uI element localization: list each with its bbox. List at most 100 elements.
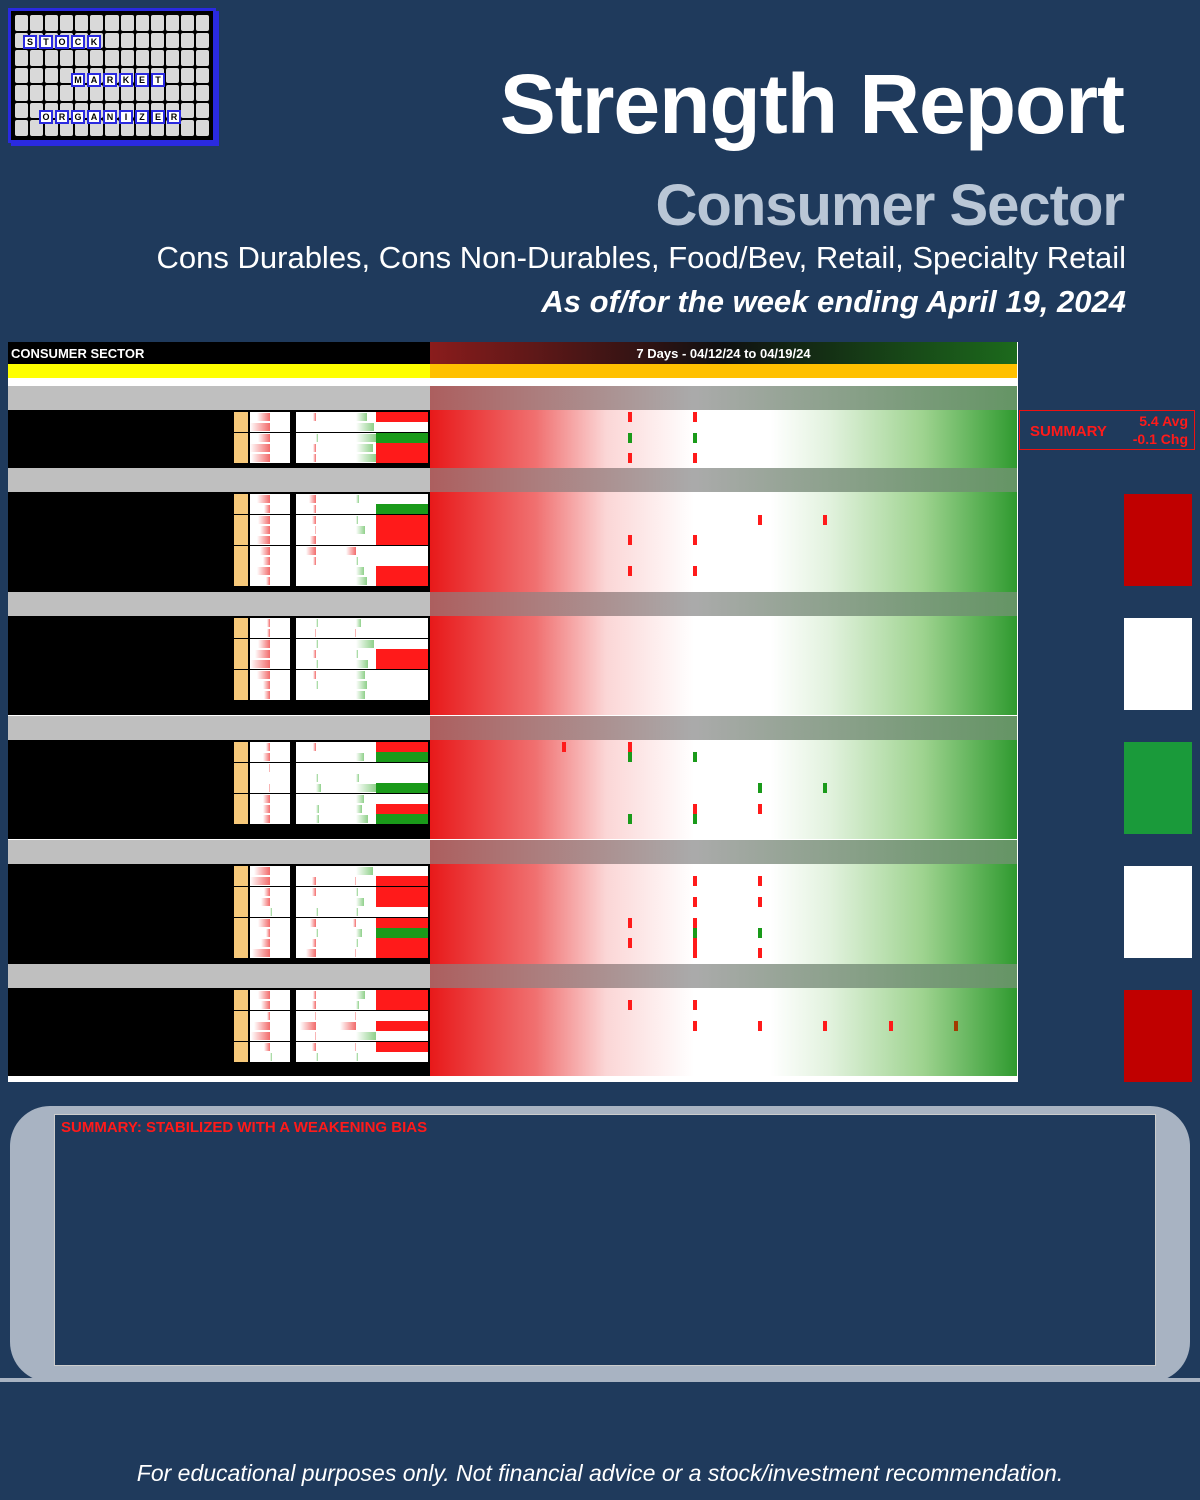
row-min xyxy=(250,1051,290,1062)
logo-grid-cell xyxy=(75,120,89,136)
value-bar xyxy=(356,887,358,896)
status-badge xyxy=(376,422,428,433)
value-bar xyxy=(356,1001,359,1010)
logo-grid-cell xyxy=(15,120,29,136)
status-badge xyxy=(376,679,428,690)
logo-grid-cell xyxy=(195,102,209,119)
strength-tag xyxy=(758,876,763,887)
row-min xyxy=(250,494,290,504)
row-max xyxy=(336,1010,376,1021)
logo-letter: G xyxy=(71,110,85,124)
row-count xyxy=(234,690,248,701)
industry-score xyxy=(1124,742,1192,834)
logo-grid-cell xyxy=(30,85,44,101)
row-min xyxy=(250,453,290,464)
strength-tag xyxy=(692,535,697,546)
logo-grid-cell xyxy=(150,32,164,49)
value-bar xyxy=(256,567,270,576)
strength-tag xyxy=(693,494,697,504)
value-bar xyxy=(256,495,270,503)
row-max xyxy=(336,803,376,814)
strength-tag xyxy=(692,1000,697,1011)
table-row xyxy=(8,1041,1017,1052)
value-bar xyxy=(256,670,270,679)
row-avg xyxy=(296,886,336,897)
strength-gradient xyxy=(430,740,1017,839)
row-count xyxy=(234,742,248,752)
row-count xyxy=(234,1041,248,1052)
value-bar xyxy=(314,1011,316,1020)
strength-tag xyxy=(758,504,762,514)
row-count xyxy=(234,793,248,804)
value-bar xyxy=(356,867,373,875)
value-bar xyxy=(354,1042,356,1051)
value-bar xyxy=(345,546,356,555)
logo-grid-cell xyxy=(150,120,164,136)
row-avg xyxy=(296,453,336,464)
value-bar xyxy=(356,433,376,442)
column-header xyxy=(376,364,430,378)
row-max xyxy=(336,814,376,825)
table-row xyxy=(8,1051,1017,1062)
row-avg xyxy=(296,1000,336,1011)
value-bar xyxy=(354,1011,356,1020)
logo-grid-cell xyxy=(15,50,29,66)
logo-grid-cell xyxy=(45,50,59,66)
value-bar xyxy=(311,515,316,524)
strength-tag xyxy=(758,896,763,907)
row-max xyxy=(336,648,376,659)
value-bar xyxy=(250,443,270,452)
value-bar xyxy=(264,505,270,514)
value-bar xyxy=(313,454,316,463)
strength-sheet: CONSUMER SECTOR 7 Days - 04/12/24 to 04/… xyxy=(8,342,1017,1082)
row-min xyxy=(250,814,290,825)
row-min xyxy=(250,990,290,1000)
logo-grid-cell xyxy=(135,120,149,136)
status-badge xyxy=(376,803,428,814)
level-header xyxy=(626,364,691,378)
row-max xyxy=(336,938,376,949)
logo-grid-cell xyxy=(120,15,134,31)
status-badge xyxy=(376,412,428,422)
value-bar xyxy=(356,660,368,669)
table-row xyxy=(8,917,1017,928)
strength-tag xyxy=(628,1031,632,1041)
table-row xyxy=(8,648,1017,659)
strength-tag xyxy=(627,917,632,928)
row-min xyxy=(250,669,290,680)
value-bar xyxy=(354,877,356,886)
value-bar xyxy=(313,443,316,452)
row-min xyxy=(250,628,290,639)
logo-grid-cell xyxy=(75,15,89,31)
summary-score-box: SUMMARY 5.4 Avg -0.1 Chg xyxy=(1019,410,1195,450)
row-avg xyxy=(296,524,336,535)
logo-grid-cell xyxy=(195,32,209,49)
row-avg xyxy=(296,576,336,587)
section-title xyxy=(8,386,1017,412)
row-max xyxy=(336,783,376,794)
row-avg xyxy=(296,432,336,443)
row-max xyxy=(336,566,376,577)
logo-grid-cell xyxy=(165,50,179,66)
value-bar xyxy=(250,454,270,463)
value-bar xyxy=(356,443,373,452)
status-badge xyxy=(376,690,428,701)
section-title xyxy=(8,468,1017,494)
strength-tag xyxy=(432,546,436,556)
value-bar xyxy=(311,1042,316,1051)
row-min xyxy=(250,576,290,587)
row-max xyxy=(336,514,376,525)
value-bar xyxy=(313,743,316,751)
value-bar xyxy=(356,753,364,762)
logo-grid-cell xyxy=(90,120,104,136)
strength-tag xyxy=(692,938,697,949)
logo-grid-cell xyxy=(75,50,89,66)
row-min xyxy=(250,752,290,763)
strength-tag xyxy=(693,690,697,700)
status-badge xyxy=(376,886,428,897)
logo-grid-cell xyxy=(45,15,59,31)
value-bar xyxy=(356,680,367,689)
row-count xyxy=(234,917,248,928)
level-header xyxy=(495,364,560,378)
